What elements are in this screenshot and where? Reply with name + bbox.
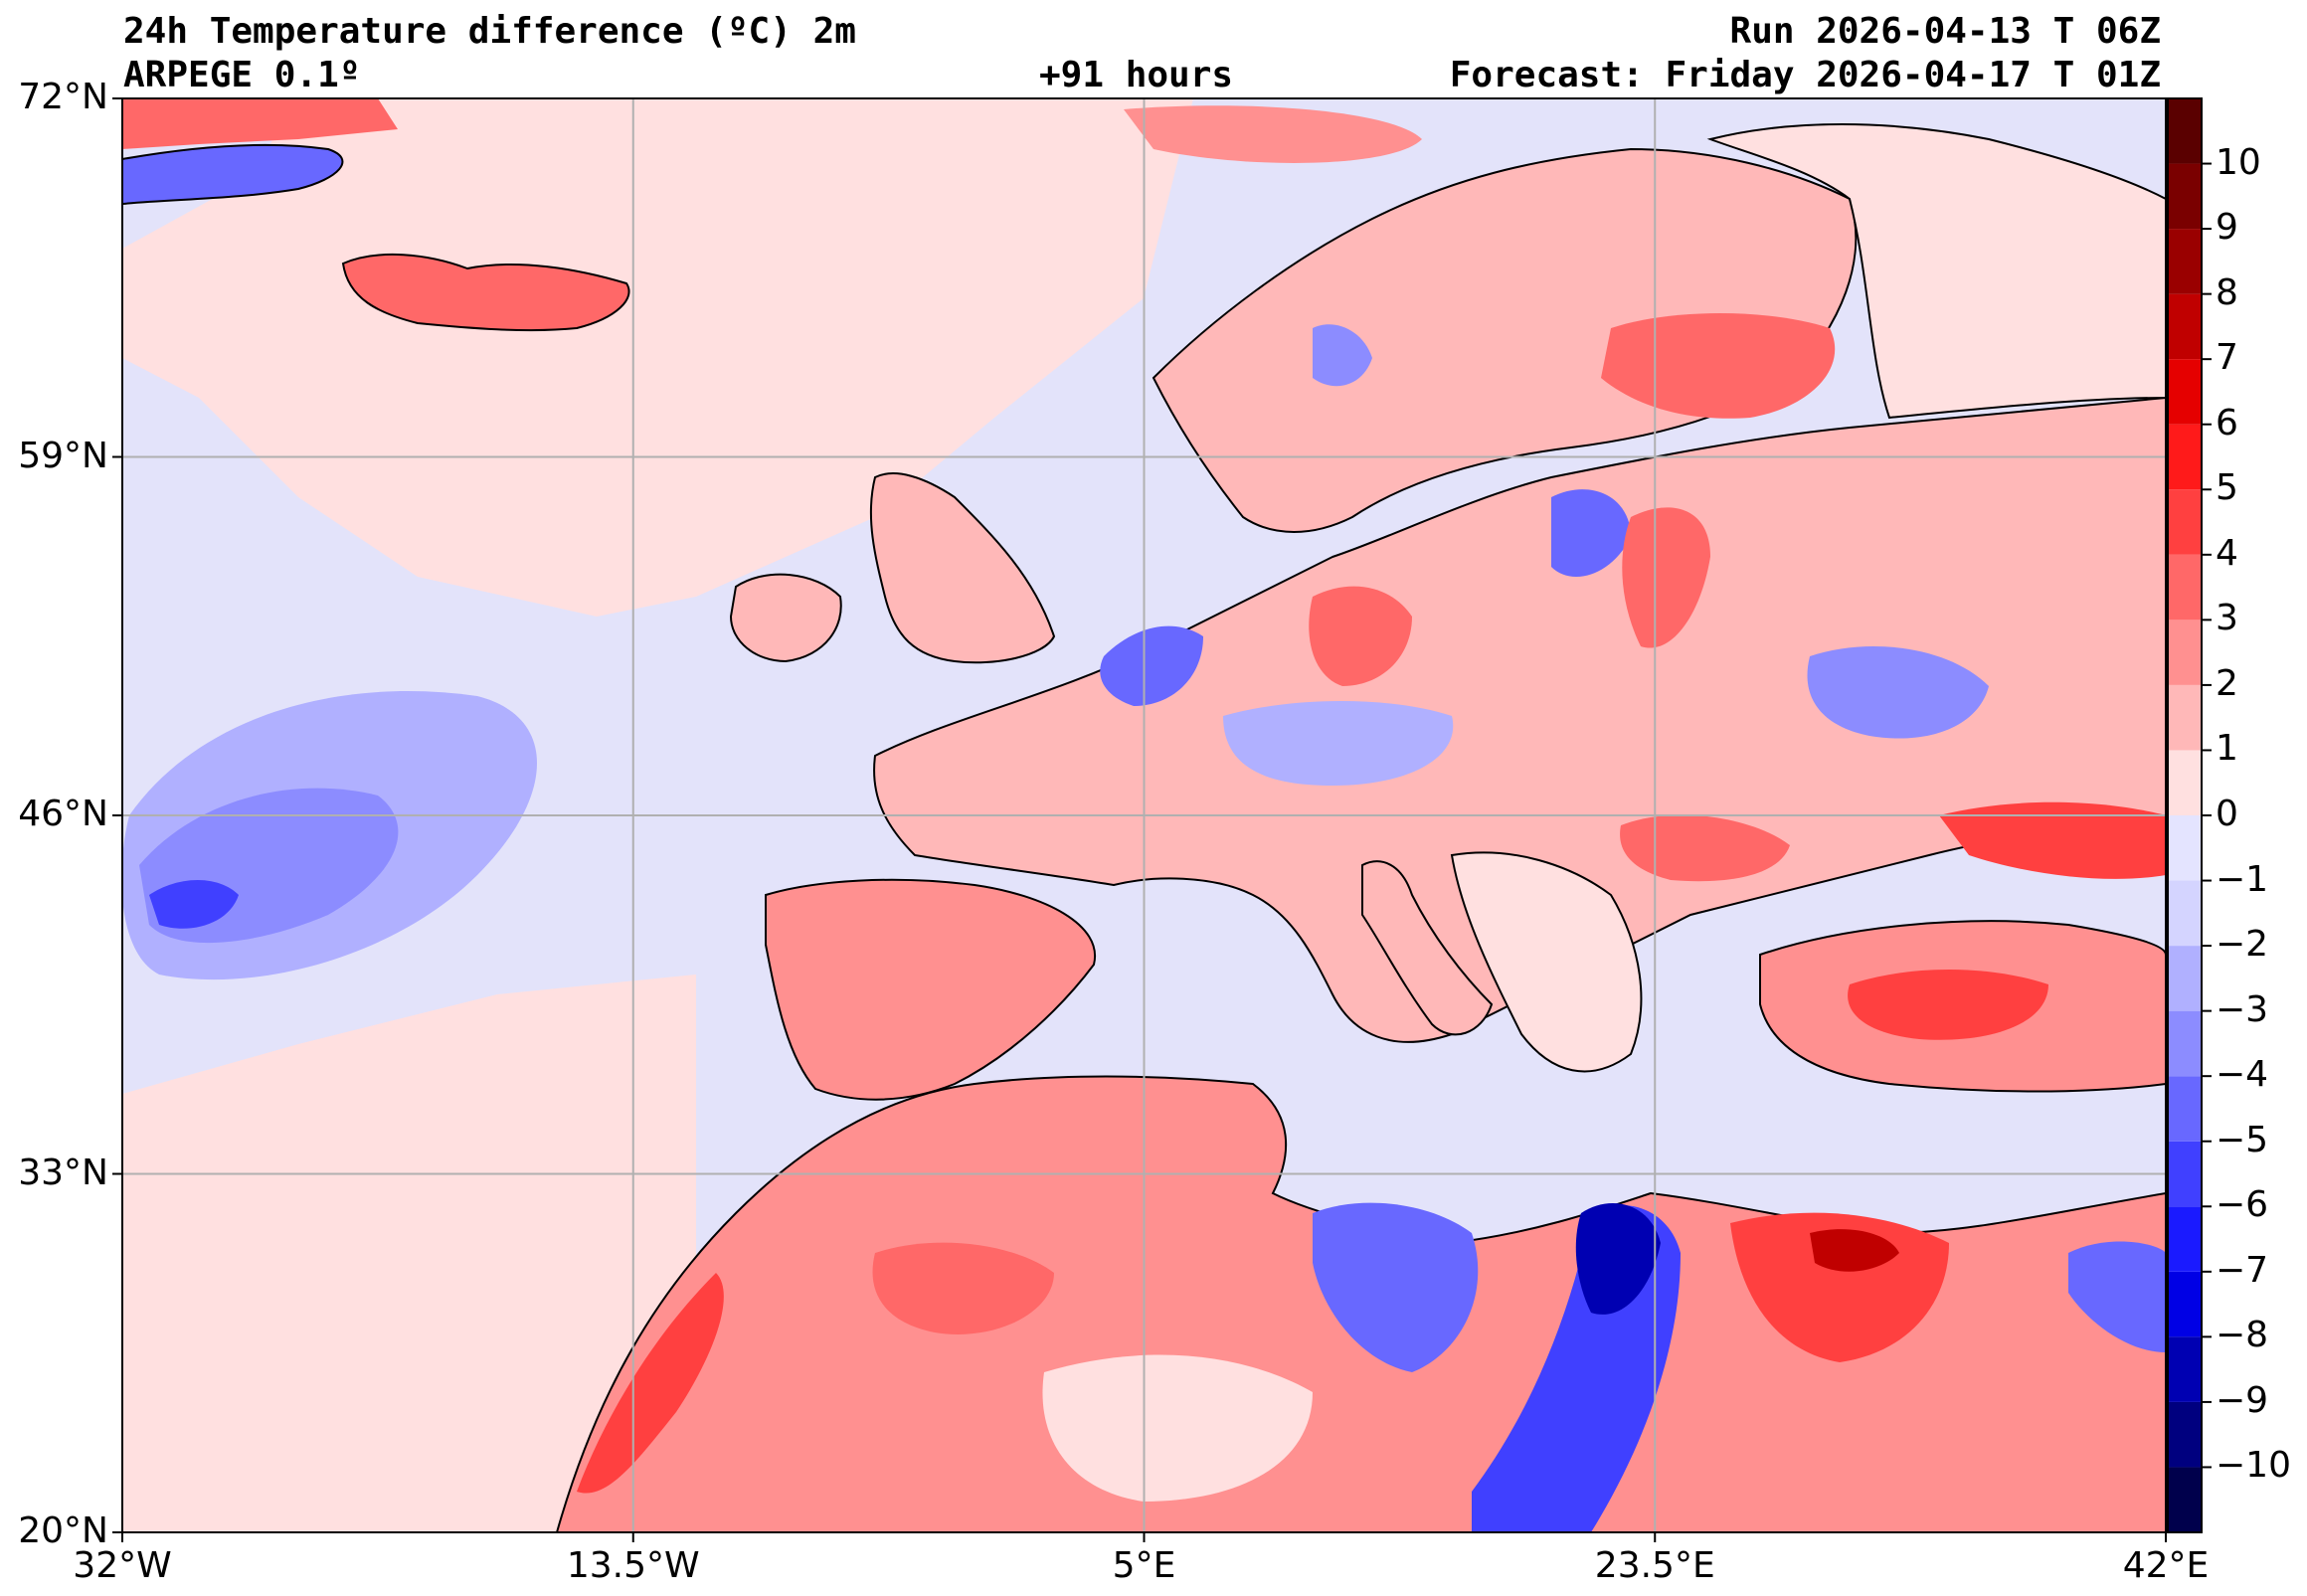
- lon-tick-label: 32°W: [73, 1545, 172, 1586]
- sahara-neutral: [1042, 1354, 1313, 1502]
- colorbar-tick-label: 7: [2216, 337, 2238, 379]
- colorbar-tick-label: 0: [2216, 794, 2238, 834]
- ireland: [729, 573, 842, 663]
- colorbar-tick-label: 2: [2216, 662, 2238, 704]
- colorbar-tick-label: −4: [2216, 1054, 2269, 1096]
- colorbar-segment: [2168, 1206, 2202, 1272]
- ukraine-cold: [1807, 646, 1989, 739]
- lead-time-label: +91 hours: [1039, 55, 1234, 95]
- forecast-label: Forecast: Friday 2026-04-17 T 01Z: [1449, 55, 2161, 95]
- north-sea-warm: [1124, 105, 1422, 163]
- colorbar-segment: [2168, 620, 2202, 685]
- colorbar-tick-label: 9: [2216, 207, 2238, 249]
- benelux-cold: [1100, 625, 1203, 706]
- great-britain: [869, 472, 1056, 664]
- colorbar-tick-label: −2: [2216, 924, 2269, 966]
- lat-tick-label: 59°N: [18, 435, 108, 476]
- colorbar-tick-label: −10: [2216, 1445, 2291, 1487]
- lon-tick-label: 23.5°E: [1594, 1545, 1715, 1586]
- anatolia-hot: [1848, 970, 2048, 1040]
- colorbar-segment: [2168, 489, 2202, 555]
- iceland: [341, 253, 630, 332]
- lat-tick-label: 46°N: [18, 794, 108, 834]
- atlantic-warm-zone-south: [122, 975, 696, 1532]
- colorbar-tick-label: −9: [2216, 1379, 2269, 1421]
- colorbar-segment: [2168, 1076, 2202, 1142]
- libya-cold-core: [1575, 1203, 1661, 1315]
- iberia: [765, 878, 1097, 1101]
- colorbar-segment: [2168, 750, 2202, 815]
- colorbar-segment: [2168, 554, 2202, 621]
- libya-cold: [1313, 1202, 1479, 1372]
- greenland-tip: [122, 143, 344, 206]
- greenland-warm: [122, 98, 398, 149]
- model-label: ARPEGE 0.1º: [123, 55, 361, 95]
- colorbar-segment: [2168, 1336, 2202, 1402]
- colorbar-tick-label: 10: [2216, 141, 2261, 183]
- colorbar-tick-label: −1: [2216, 858, 2269, 900]
- sweden-cold: [1313, 324, 1372, 387]
- colorbar-segment: [2168, 1010, 2202, 1077]
- map-title: 24h Temperature difference (ºC) 2m: [123, 11, 856, 52]
- colorbar-segment: [2168, 815, 2202, 881]
- italy: [1361, 860, 1494, 1036]
- lon-tick-label: 42°E: [2122, 1545, 2210, 1586]
- atlantic-cold-center: [149, 880, 239, 929]
- temperature-field: [122, 98, 2166, 1532]
- colorbar-tick-label: 3: [2216, 598, 2238, 639]
- colorbar-segment: [2168, 229, 2202, 294]
- colorbar-segment: [2168, 1141, 2202, 1207]
- colorbar-segment: [2168, 163, 2202, 230]
- run-label: Run 2026-04-13 T 06Z: [1729, 11, 2161, 52]
- colorbar-segment: [2168, 293, 2202, 360]
- lat-tick-label: 20°N: [18, 1510, 108, 1551]
- central-europe-warm: [1309, 586, 1412, 686]
- colorbar-segment: [2168, 1401, 2202, 1468]
- lon-tick-label: 5°E: [1112, 1545, 1176, 1586]
- arabia-cold: [2068, 1241, 2166, 1352]
- colorbar-segment: [2168, 880, 2202, 947]
- lon-tick-label: 13.5°W: [566, 1545, 700, 1586]
- morocco-hot: [577, 1273, 724, 1494]
- colorbar: [2167, 97, 2212, 1533]
- alpine-cold: [1223, 701, 1454, 786]
- lat-tick-label: 33°N: [18, 1152, 108, 1193]
- lat-tick-label: 72°N: [18, 77, 108, 117]
- baltic-cold: [1551, 489, 1631, 577]
- europe-mainland: [873, 396, 2166, 1043]
- caucasus-warm: [1939, 801, 2166, 879]
- colorbar-tick-label: −8: [2216, 1315, 2269, 1356]
- colorbar-tick-label: 1: [2216, 728, 2238, 770]
- colorbar-segment: [2168, 1467, 2202, 1532]
- colorbar-segment: [2168, 946, 2202, 1011]
- colorbar-segment: [2168, 684, 2202, 751]
- northern-russia: [1706, 123, 2166, 420]
- black-sea-region-warm: [1620, 814, 1790, 882]
- colorbar-segment: [2168, 424, 2202, 490]
- colorbar-tick-label: 6: [2216, 402, 2238, 443]
- algeria-warm: [872, 1242, 1054, 1334]
- colorbar-tick-label: −7: [2216, 1249, 2269, 1291]
- atlantic-warm-zone: [122, 98, 1193, 617]
- colorbar-tick-label: −3: [2216, 988, 2269, 1030]
- finland-warm: [1601, 313, 1836, 419]
- colorbar-tick-label: 4: [2216, 532, 2238, 574]
- belarus-warm: [1622, 507, 1710, 648]
- balkans: [1450, 851, 1643, 1073]
- colorbar-segment: [2168, 1271, 2202, 1337]
- colorbar-segment: [2168, 98, 2202, 164]
- colorbar-segment: [2168, 359, 2202, 425]
- colorbar-tick-label: −5: [2216, 1119, 2269, 1160]
- colorbar-tick-label: 8: [2216, 271, 2238, 313]
- axis-ticks: [112, 97, 2167, 1542]
- colorbar-tick-label: 5: [2216, 467, 2238, 509]
- colorbar-tick-label: −6: [2216, 1184, 2269, 1226]
- egypt-core: [1810, 1229, 1899, 1272]
